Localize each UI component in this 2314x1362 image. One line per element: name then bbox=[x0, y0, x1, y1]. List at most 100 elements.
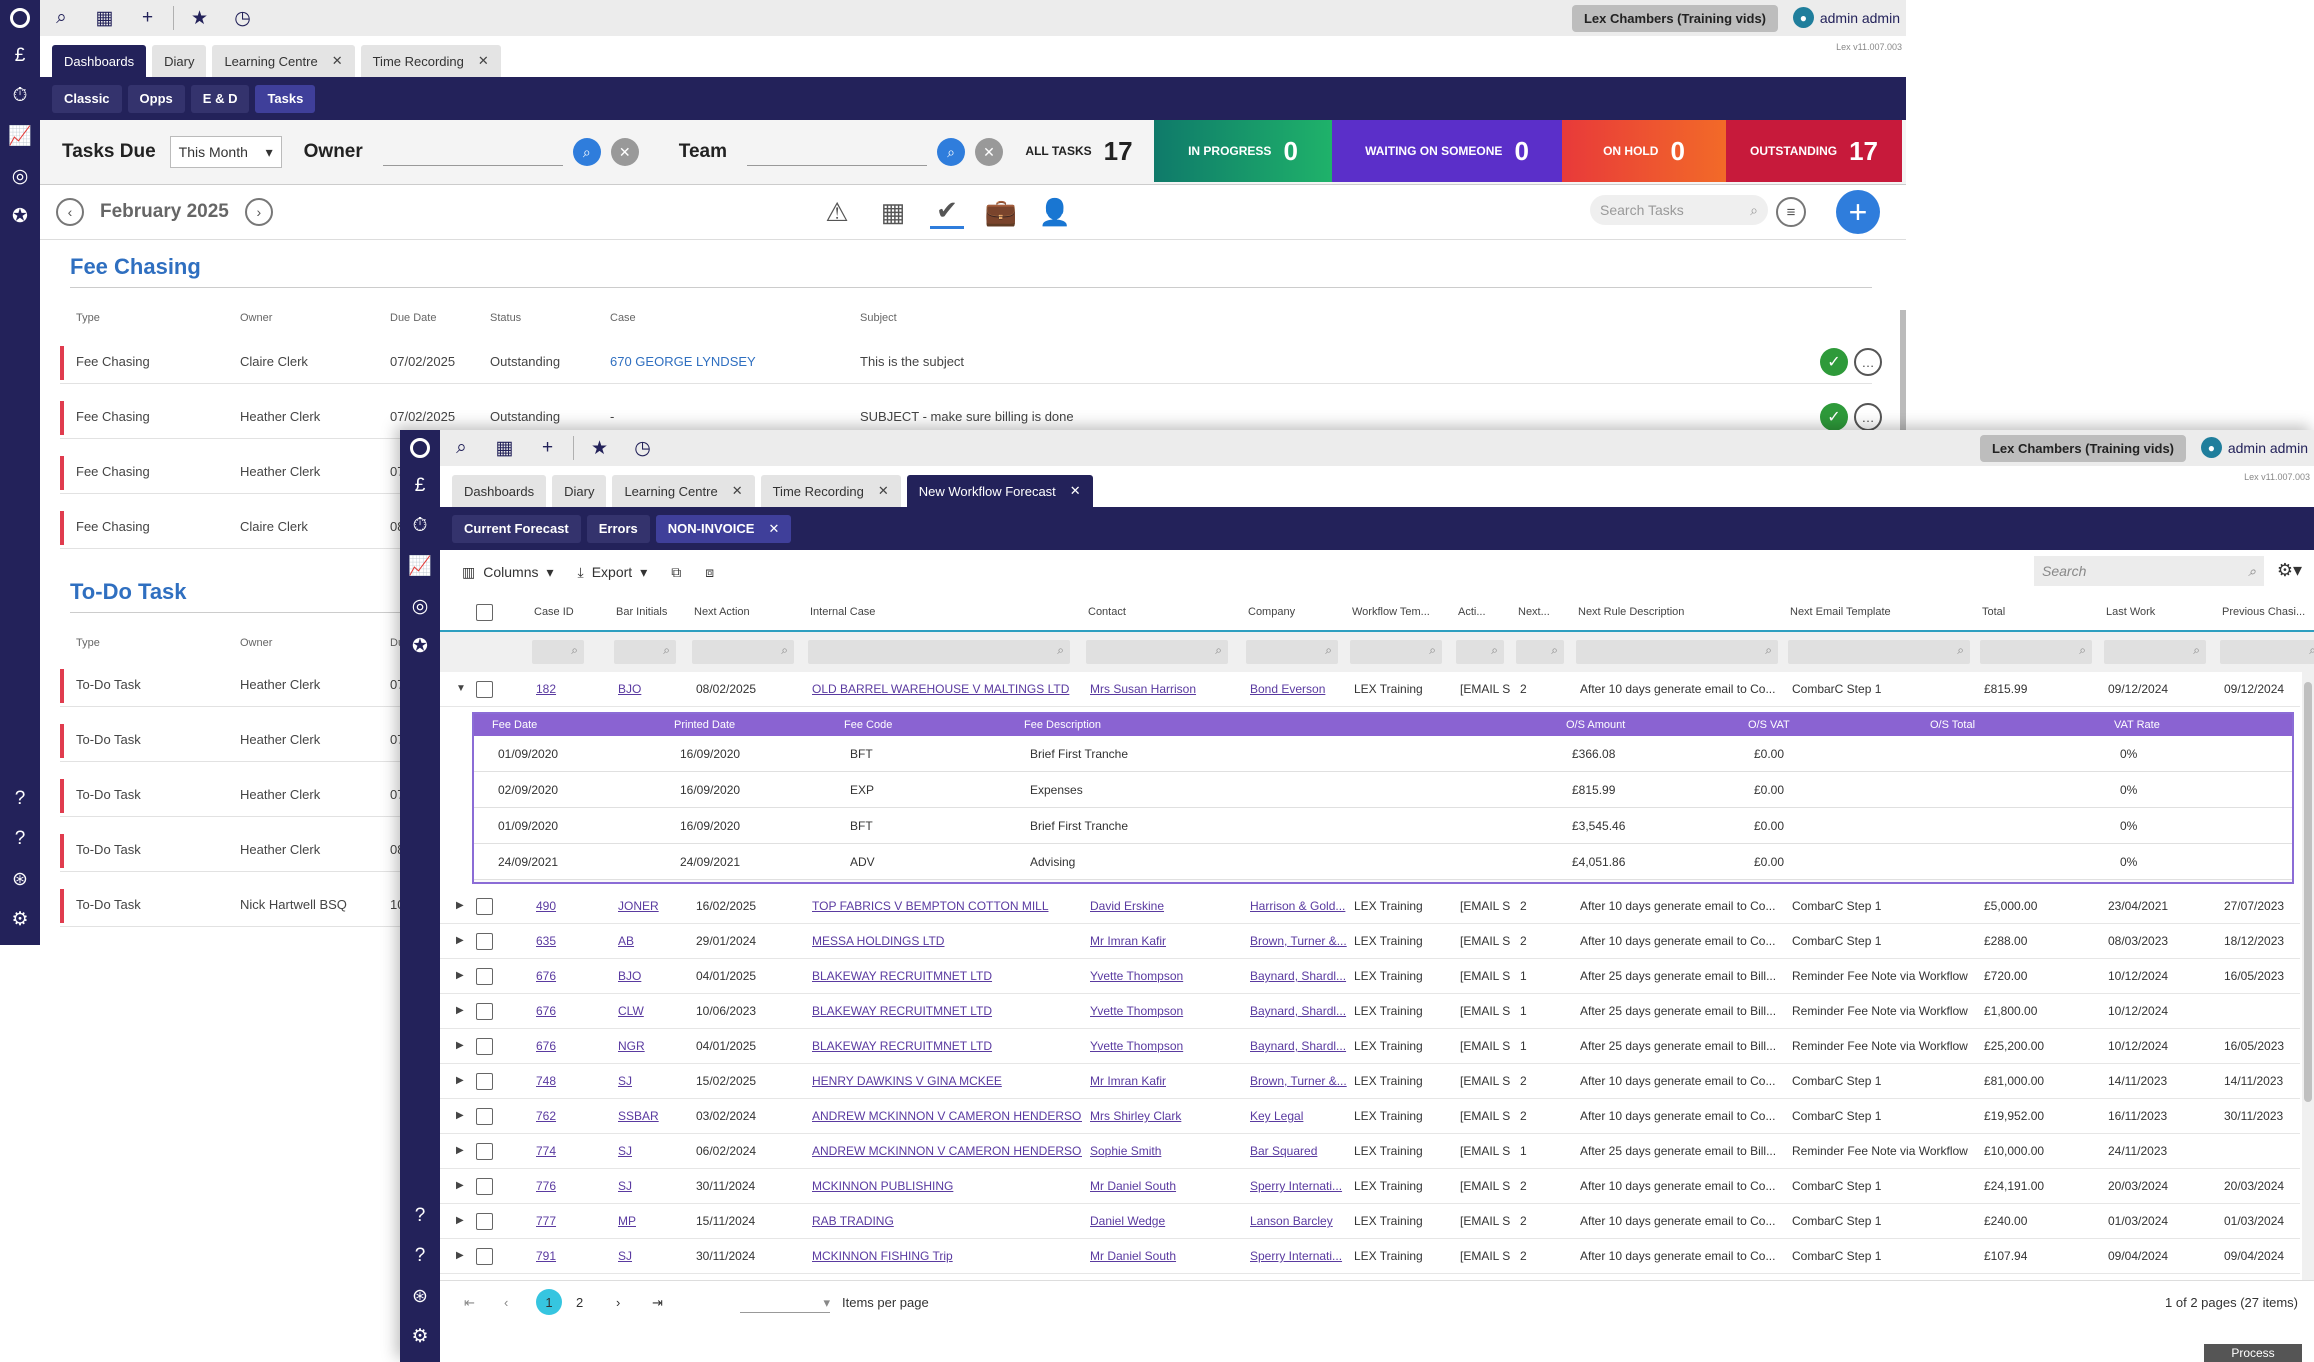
user-menu[interactable]: ● admin admin bbox=[2200, 437, 2308, 458]
cell[interactable]: 676 bbox=[536, 1004, 557, 1018]
calendar-icon[interactable]: ▦ bbox=[495, 437, 514, 459]
firm-badge[interactable]: Lex Chambers (Training vids) bbox=[1979, 435, 2186, 462]
pound-icon[interactable]: £ bbox=[414, 475, 426, 496]
cell[interactable]: Baynard, Shardl... bbox=[1250, 1004, 1347, 1018]
gear-icon[interactable]: ⚙▾ bbox=[2276, 560, 2302, 580]
row-checkbox[interactable] bbox=[476, 1213, 493, 1230]
stopwatch-icon[interactable]: ⏱ bbox=[12, 85, 28, 106]
close-icon[interactable]: ✕ bbox=[1069, 483, 1081, 498]
table-row[interactable]: ▶ 490 JONER 16/02/2025 TOP FABRICS V BEMPTON… bbox=[440, 889, 2300, 924]
more-icon[interactable]: … bbox=[1854, 348, 1882, 376]
tab-learning-centre[interactable]: Learning Centre ✕ bbox=[612, 475, 755, 507]
clock-icon[interactable]: ◷ bbox=[634, 437, 651, 459]
prev-month-icon[interactable]: ‹ bbox=[56, 198, 84, 226]
cell[interactable]: Brown, Turner &... bbox=[1250, 934, 1347, 948]
cell[interactable]: Mrs Susan Harrison bbox=[1090, 682, 1197, 696]
table-row[interactable]: ▶ 791 SJ 30/11/2024 MCKINNON FISHING Trip Mr … bbox=[440, 1239, 2300, 1274]
table-row[interactable]: ▶ 774 SJ 06/02/2024 ANDREW MCKINNON V CAMERO… bbox=[440, 1134, 2300, 1169]
cell[interactable]: MCKINNON FISHING Trip bbox=[812, 1249, 953, 1263]
star-icon[interactable]: ★ bbox=[590, 437, 609, 459]
cell[interactable]: RAB TRADING bbox=[812, 1214, 894, 1228]
table-row[interactable]: ▶ 635 AB 29/01/2024 MESSA HOLDINGS LTD Mr Imr… bbox=[440, 924, 2300, 959]
col-header[interactable]: Company bbox=[1248, 606, 1296, 618]
complete-icon[interactable]: ✓ bbox=[1820, 348, 1848, 376]
cell[interactable]: Sperry Internati... bbox=[1250, 1179, 1343, 1193]
briefcase-icon[interactable]: 💼 bbox=[984, 196, 1018, 227]
tab-dashboards[interactable]: Dashboards bbox=[452, 475, 547, 507]
owner-clear-button[interactable]: ✕ bbox=[610, 138, 639, 166]
cell[interactable]: JONER bbox=[618, 899, 659, 913]
col-header[interactable]: Case ID bbox=[534, 606, 574, 618]
select-all-checkbox[interactable] bbox=[476, 604, 493, 621]
tab-new-workflow-forecast[interactable]: New Workflow Forecast ✕ bbox=[906, 475, 1093, 507]
subtab-classic[interactable]: Classic bbox=[52, 84, 122, 113]
cell[interactable]: 762 bbox=[536, 1109, 557, 1123]
subtab-errors[interactable]: Errors bbox=[586, 514, 650, 543]
column-filter-input[interactable]: ⌕ bbox=[1788, 640, 1970, 664]
page-size-select[interactable]: ▾ bbox=[740, 1295, 830, 1313]
col-header[interactable]: Next Email Template bbox=[1790, 606, 1891, 618]
close-icon[interactable]: ✕ bbox=[477, 53, 489, 68]
check-circle-icon[interactable]: ✔ bbox=[930, 195, 964, 229]
cell[interactable]: Baynard, Shardl... bbox=[1250, 969, 1347, 983]
cell[interactable]: 182 bbox=[536, 682, 557, 696]
col-header[interactable]: Next... bbox=[1518, 606, 1550, 618]
cell[interactable]: MCKINNON PUBLISHING bbox=[812, 1179, 954, 1193]
row-checkbox[interactable] bbox=[476, 1248, 493, 1265]
chart-icon[interactable]: 📈 bbox=[408, 556, 432, 577]
col-header[interactable]: Total bbox=[1982, 606, 2006, 618]
support-icon[interactable]: ⊛ bbox=[412, 1285, 428, 1307]
table-row[interactable]: ▶ 676 NGR 04/01/2025 BLAKEWAY RECRUITMNET LT… bbox=[440, 1029, 2300, 1064]
cell[interactable]: TOP FABRICS V BEMPTON COTTON MILL bbox=[812, 899, 1049, 913]
col-header[interactable]: Bar Initials bbox=[616, 606, 668, 618]
cell[interactable]: 490 bbox=[536, 899, 557, 913]
count-all[interactable]: ALL TASKS 17 bbox=[1004, 120, 1154, 182]
cell[interactable]: Key Legal bbox=[1250, 1109, 1304, 1123]
target-icon[interactable]: ◎ bbox=[411, 595, 429, 617]
column-filter-input[interactable]: ⌕ bbox=[808, 640, 1070, 664]
close-icon[interactable]: ✕ bbox=[877, 483, 889, 498]
row-checkbox[interactable] bbox=[476, 1073, 493, 1090]
cell[interactable]: Bond Everson bbox=[1250, 682, 1326, 696]
award-icon[interactable]: ✪ bbox=[12, 205, 28, 227]
cell[interactable]: Sophie Smith bbox=[1090, 1144, 1162, 1158]
col-header[interactable]: Next Action bbox=[694, 606, 750, 618]
cell[interactable]: Harrison & Gold... bbox=[1250, 899, 1346, 913]
expand-row-icon[interactable]: ▶ bbox=[456, 1075, 464, 1086]
cell[interactable]: 791 bbox=[536, 1249, 557, 1263]
grid-search-input[interactable]: Search ⌕ bbox=[2034, 556, 2264, 586]
award-icon[interactable]: ✪ bbox=[412, 635, 428, 657]
close-icon[interactable]: ✕ bbox=[331, 53, 343, 68]
close-icon[interactable]: ✕ bbox=[768, 520, 780, 536]
cell[interactable]: NGR bbox=[618, 1039, 645, 1053]
cell[interactable]: Mr Imran Kafir bbox=[1090, 934, 1167, 948]
cell[interactable]: Daniel Wedge bbox=[1090, 1214, 1166, 1228]
cell[interactable]: Mr Daniel South bbox=[1090, 1179, 1177, 1193]
expand-row-icon[interactable]: ▶ bbox=[456, 1145, 464, 1156]
cell[interactable]: Mr Daniel South bbox=[1090, 1249, 1177, 1263]
user-menu[interactable]: ● admin admin bbox=[1792, 7, 1900, 28]
settings-icon[interactable]: ⚙ bbox=[11, 908, 29, 930]
search-icon[interactable]: ⌕ bbox=[56, 7, 67, 28]
stopwatch-icon[interactable]: ⏱ bbox=[412, 515, 428, 536]
owner-search-button[interactable]: ⌕ bbox=[572, 138, 601, 166]
cell[interactable]: Yvette Thompson bbox=[1090, 1039, 1184, 1053]
close-icon[interactable]: ✕ bbox=[731, 483, 743, 498]
cell[interactable]: OLD BARREL WAREHOUSE V MALTINGS LTD bbox=[812, 682, 1070, 696]
cell[interactable]: 676 bbox=[536, 1039, 557, 1053]
tab-diary[interactable]: Diary bbox=[152, 45, 207, 77]
team-clear-button[interactable]: ✕ bbox=[975, 138, 1003, 166]
cell[interactable]: MP bbox=[618, 1214, 636, 1228]
add-icon[interactable]: + bbox=[141, 7, 154, 28]
cell[interactable]: AB bbox=[618, 934, 635, 948]
list-menu-icon[interactable]: ≡ bbox=[1776, 197, 1806, 227]
cell[interactable]: Sperry Internati... bbox=[1250, 1249, 1343, 1263]
collapse-all-icon[interactable]: ⧉ bbox=[671, 563, 682, 580]
settings-icon[interactable]: ⚙ bbox=[411, 1325, 429, 1347]
help-icon[interactable]: ? bbox=[414, 1205, 426, 1226]
cell[interactable]: SJ bbox=[618, 1179, 633, 1193]
column-filter-input[interactable]: ⌕ bbox=[1086, 640, 1228, 664]
expand-row-icon[interactable]: ▶ bbox=[456, 1180, 464, 1191]
export-button[interactable]: ⤓ Export ▾ bbox=[577, 563, 648, 581]
row-checkbox[interactable] bbox=[476, 933, 493, 950]
